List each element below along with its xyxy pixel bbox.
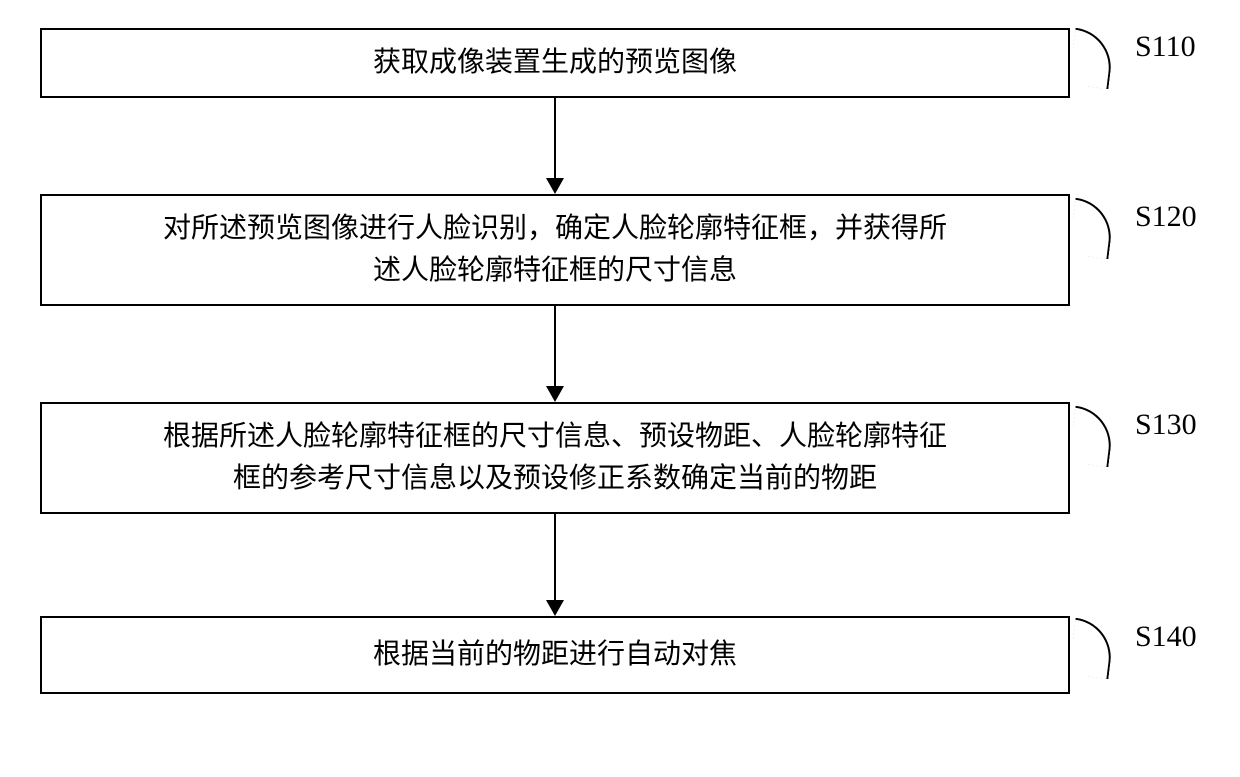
flow-arrow-line-2 bbox=[554, 514, 556, 600]
label-connector-s130 bbox=[1069, 406, 1116, 467]
flow-step-s140: 根据当前的物距进行自动对焦 bbox=[40, 616, 1070, 694]
flow-step-text-s110: 获取成像装置生成的预览图像 bbox=[373, 42, 737, 84]
flow-step-s130: 根据所述人脸轮廓特征框的尺寸信息、预设物距、人脸轮廓特征 框的参考尺寸信息以及预… bbox=[40, 402, 1070, 514]
flowchart-canvas: 获取成像装置生成的预览图像 S110 对所述预览图像进行人脸识别，确定人脸轮廓特征框… bbox=[0, 0, 1240, 777]
flow-step-label-s130: S130 bbox=[1135, 408, 1197, 442]
label-connector-s120 bbox=[1069, 198, 1116, 259]
flow-arrow-head-2 bbox=[546, 600, 564, 616]
flow-arrow-head-1 bbox=[546, 386, 564, 402]
flow-step-text-s120: 对所述预览图像进行人脸识别，确定人脸轮廓特征框，并获得所 述人脸轮廓特征框的尺寸… bbox=[163, 208, 947, 292]
flow-step-label-s120: S120 bbox=[1135, 200, 1197, 234]
flow-step-label-s140: S140 bbox=[1135, 620, 1197, 654]
flow-step-label-s110: S110 bbox=[1135, 30, 1196, 64]
flow-step-text-s130: 根据所述人脸轮廓特征框的尺寸信息、预设物距、人脸轮廓特征 框的参考尺寸信息以及预… bbox=[163, 416, 947, 500]
flow-step-s110: 获取成像装置生成的预览图像 bbox=[40, 28, 1070, 98]
flow-step-s120: 对所述预览图像进行人脸识别，确定人脸轮廓特征框，并获得所 述人脸轮廓特征框的尺寸… bbox=[40, 194, 1070, 306]
label-connector-s110 bbox=[1069, 28, 1116, 89]
flow-arrow-line-1 bbox=[554, 306, 556, 386]
label-connector-s140 bbox=[1069, 618, 1116, 679]
flow-step-text-s140: 根据当前的物距进行自动对焦 bbox=[373, 634, 737, 676]
flow-arrow-head-0 bbox=[546, 178, 564, 194]
flow-arrow-line-0 bbox=[554, 98, 556, 178]
